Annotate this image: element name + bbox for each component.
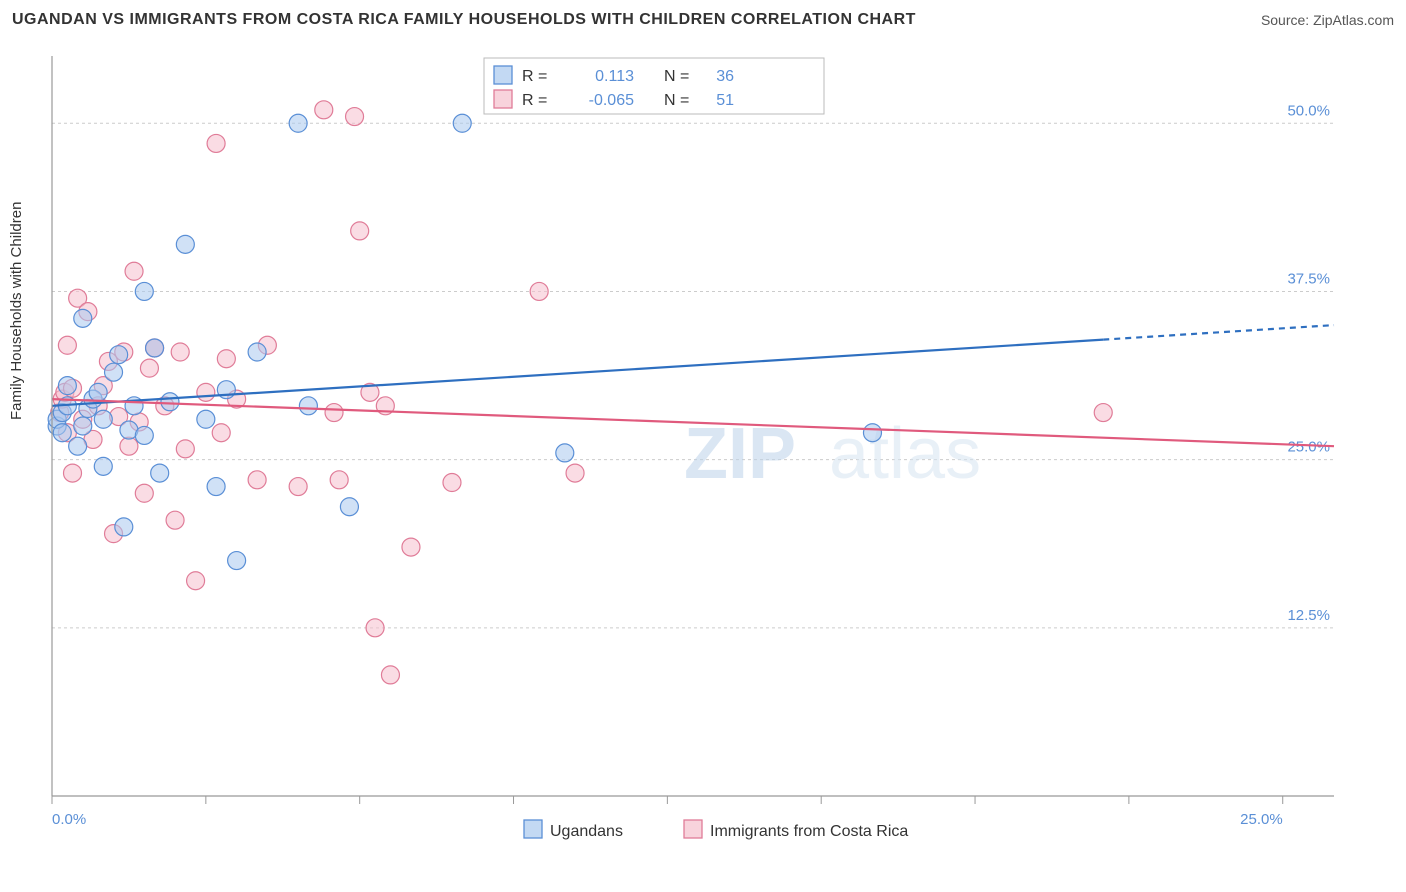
data-point-b [187, 572, 205, 590]
data-point-b [58, 336, 76, 354]
chart-title: UGANDAN VS IMMIGRANTS FROM COSTA RICA FA… [12, 11, 916, 29]
source-prefix: Source: [1261, 12, 1313, 28]
data-point-b [64, 464, 82, 482]
legend-n-value-a: 36 [716, 68, 734, 85]
data-point-a [248, 343, 266, 361]
data-point-a [299, 397, 317, 415]
data-point-b [443, 474, 461, 492]
y-tick-label: 37.5% [1287, 270, 1330, 287]
data-point-a [228, 552, 246, 570]
data-point-a [135, 282, 153, 300]
legend-r-label: R = [522, 68, 547, 85]
data-point-a [115, 518, 133, 536]
chart-header: UGANDAN VS IMMIGRANTS FROM COSTA RICA FA… [0, 0, 1406, 40]
data-point-a [207, 478, 225, 496]
bottom-legend-label-a: Ugandans [550, 823, 623, 840]
data-point-b [207, 134, 225, 152]
x-tick-label: 25.0% [1240, 811, 1283, 828]
data-point-a [105, 363, 123, 381]
data-point-a [556, 444, 574, 462]
data-point-a [176, 235, 194, 253]
legend-n-value-b: 51 [716, 92, 734, 109]
data-point-b [366, 619, 384, 637]
data-point-a [94, 410, 112, 428]
data-point-a [161, 393, 179, 411]
data-point-a [94, 457, 112, 475]
data-point-a [53, 424, 71, 442]
data-point-a [89, 383, 107, 401]
bottom-legend-swatch-a [524, 820, 542, 838]
source-attribution: Source: ZipAtlas.com [1261, 12, 1394, 28]
data-point-b [1094, 404, 1112, 422]
data-point-b [217, 350, 235, 368]
regression-line-a [52, 340, 1103, 406]
data-point-b [346, 108, 364, 126]
data-point-b [135, 484, 153, 502]
y-tick-label: 12.5% [1287, 607, 1330, 624]
data-point-b [212, 424, 230, 442]
x-tick-label: 0.0% [52, 811, 86, 828]
y-axis-label: Family Households with Children [8, 202, 25, 420]
data-point-a [453, 114, 471, 132]
legend-swatch-b [494, 90, 512, 108]
data-point-b [140, 359, 158, 377]
legend-r-value-b: -0.065 [589, 92, 634, 109]
legend-r-value-a: 0.113 [595, 68, 634, 85]
data-point-b [325, 404, 343, 422]
data-point-b [566, 464, 584, 482]
bottom-legend-label-b: Immigrants from Costa Rica [710, 823, 908, 840]
y-tick-label: 50.0% [1287, 102, 1330, 119]
data-point-b [166, 511, 184, 529]
data-point-b [197, 383, 215, 401]
data-point-a [110, 346, 128, 364]
data-point-b [381, 666, 399, 684]
data-point-a [135, 426, 153, 444]
legend-r-label: R = [522, 92, 547, 109]
legend-n-label: N = [664, 92, 689, 109]
data-point-b [289, 478, 307, 496]
data-point-b [176, 440, 194, 458]
data-point-b [530, 282, 548, 300]
data-point-a [69, 437, 87, 455]
legend-swatch-a [494, 66, 512, 84]
source-name: ZipAtlas.com [1313, 12, 1394, 28]
data-point-b [120, 437, 138, 455]
data-point-a [340, 498, 358, 516]
scatter-chart: 12.5%25.0%37.5%50.0%ZIPatlas0.0%25.0%R =… [44, 48, 1344, 828]
y-tick-label: 25.0% [1287, 439, 1330, 456]
data-point-a [863, 424, 881, 442]
data-point-a [58, 377, 76, 395]
data-point-a [74, 417, 92, 435]
data-point-b [402, 538, 420, 556]
data-point-b [351, 222, 369, 240]
data-point-a [151, 464, 169, 482]
data-point-a [146, 339, 164, 357]
data-point-b [330, 471, 348, 489]
watermark-icon: atlas [829, 414, 981, 494]
data-point-b [171, 343, 189, 361]
data-point-a [74, 309, 92, 327]
data-point-b [315, 101, 333, 119]
legend-n-label: N = [664, 68, 689, 85]
chart-svg: 12.5%25.0%37.5%50.0%ZIPatlas0.0%25.0%R =… [44, 48, 1344, 858]
data-point-a [289, 114, 307, 132]
bottom-legend-swatch-b [684, 820, 702, 838]
data-point-b [125, 262, 143, 280]
data-point-b [248, 471, 266, 489]
data-point-a [197, 410, 215, 428]
regression-line-a-extrapolated [1103, 325, 1334, 340]
